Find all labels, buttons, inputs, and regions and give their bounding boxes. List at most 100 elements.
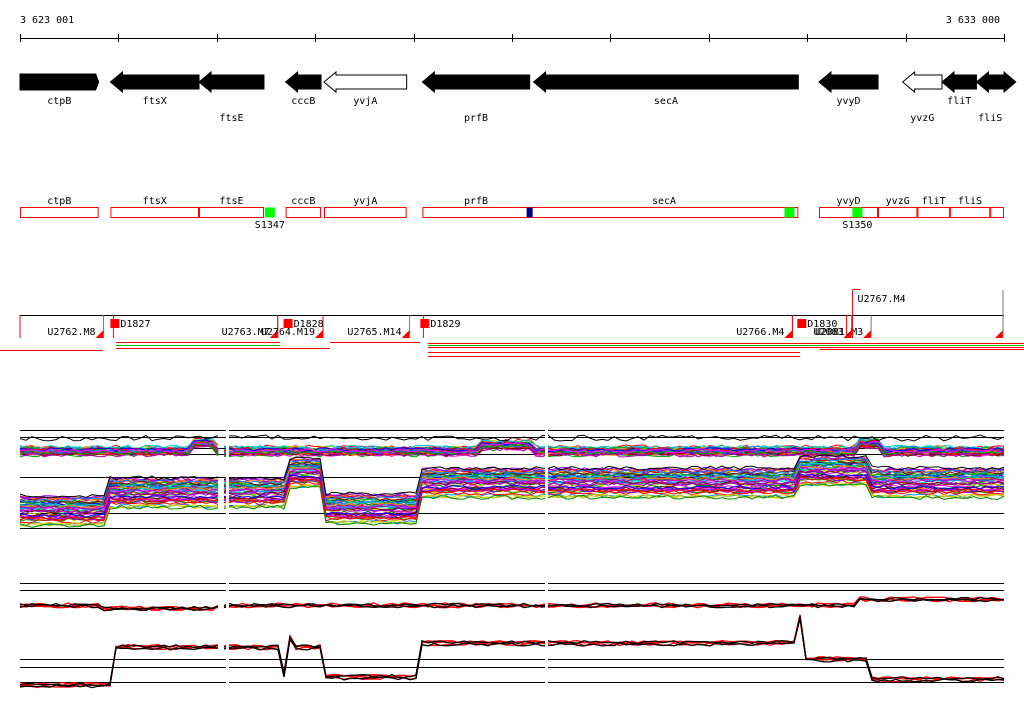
gene-arrow-yvjA[interactable] (323, 70, 408, 94)
profile-gap (226, 425, 229, 540)
profile-line (19, 473, 1005, 518)
gene-box-ftsE[interactable] (199, 207, 264, 218)
profile-line (19, 440, 1005, 454)
ruler-start-label: 3 623 001 (20, 15, 74, 26)
unit-label-U2081.M3: U2081.M3 (815, 327, 863, 338)
gene-box-label-cccB: cccB (291, 196, 315, 207)
profile-gap (545, 425, 548, 540)
unit-label-U2766.M4: U2766.M4 (736, 327, 784, 338)
gene-arrow-yvyD[interactable] (818, 70, 879, 94)
profile-gap (226, 578, 229, 693)
profile-line (19, 468, 1005, 514)
profile-line (19, 466, 1005, 511)
regulatory-site-marker[interactable] (526, 207, 533, 218)
unit-terminator-mark[interactable] (95, 330, 104, 338)
unit-label-U2765.M14: U2765.M14 (347, 327, 401, 338)
profile-line-max (19, 454, 1005, 499)
gene-box-partial[interactable] (990, 207, 1004, 218)
unit-terminator-mark[interactable] (269, 330, 278, 338)
gene-arrow-ctpB[interactable] (19, 73, 100, 91)
unit-terminator-mark[interactable] (995, 330, 1003, 338)
unit-terminator-mark[interactable] (784, 330, 793, 338)
gene-box-label-ctpB: ctpB (47, 196, 71, 207)
gene-arrow-secA[interactable] (532, 70, 799, 94)
gene-box-fliT[interactable] (917, 207, 950, 218)
promoter-label-D1829: D1829 (430, 319, 460, 330)
unit-terminator-mark[interactable] (315, 330, 324, 338)
site-label-S1350: S1350 (842, 220, 872, 231)
gene-arrow-fliT[interactable] (941, 70, 977, 94)
gene-label-yvzG: yvzG (910, 113, 934, 124)
profile-line (19, 614, 1005, 687)
promoter-label-D1828: D1828 (294, 319, 324, 330)
profile-line (19, 479, 1005, 524)
gene-label-yvjA: yvjA (353, 96, 377, 107)
ruler-track: 3 623 001 3 633 000 (20, 15, 1005, 42)
profile-line (19, 615, 1005, 687)
gene-box-secA[interactable] (529, 207, 799, 218)
gene-label-ftsX: ftsX (143, 96, 167, 107)
promoter-marker[interactable] (110, 319, 120, 328)
gene-label-ftsE: ftsE (219, 113, 243, 124)
unit-terminator-mark[interactable] (401, 330, 410, 338)
promoter-label-D1830: D1830 (807, 319, 837, 330)
gene-box-yvjA[interactable] (323, 207, 407, 218)
promoter-label-D1827: D1827 (120, 319, 150, 330)
gene-box-ftsX[interactable] (110, 207, 200, 218)
gene-arrow-ftsE[interactable] (198, 70, 265, 94)
gene-box-label-yvjA: yvjA (353, 196, 377, 207)
gene-box-ctpB[interactable] (20, 207, 99, 218)
profile-line (19, 469, 1005, 515)
gene-box-yvyD[interactable] (818, 207, 879, 218)
promoter-marker[interactable] (797, 319, 807, 328)
gene-label-cccB: cccB (291, 96, 315, 107)
profile-line (19, 616, 1005, 687)
gene-box-label-ftsE: ftsE (219, 196, 243, 207)
gene-box-cccB[interactable] (285, 207, 322, 218)
gene-label-fliS: fliS (978, 113, 1002, 124)
gene-box-yvzG[interactable] (878, 207, 918, 218)
expression-profile-track-all (19, 425, 1005, 540)
gene-box-fliS[interactable] (949, 207, 991, 218)
ruler-axis (20, 34, 1005, 42)
gene-label-prfB: prfB (464, 113, 488, 124)
unit-label-U2762.M8: U2762.M8 (47, 327, 95, 338)
profile-line-max (19, 434, 1005, 442)
gene-arrow-ftsX[interactable] (109, 70, 200, 94)
unit-label-U2764.M19: U2764.M19 (261, 327, 315, 338)
unit-terminator-mark[interactable] (863, 330, 872, 338)
unit-terminator-mark[interactable] (843, 330, 852, 338)
profile-gap (545, 578, 548, 693)
unit-label-U2763.M7: U2763.M7 (222, 327, 270, 338)
gene-arrow-fliS[interactable] (975, 70, 1005, 94)
gene-label-secA: secA (654, 96, 678, 107)
regulatory-site-marker[interactable] (852, 207, 863, 218)
gene-box-prfB[interactable] (422, 207, 530, 218)
profile-line (19, 457, 1005, 503)
gene-arrow-cccB[interactable] (284, 70, 322, 94)
unit-label-U2767.M4: U2767.M4 (857, 294, 905, 305)
profile-line (19, 618, 1005, 689)
gene-box-track[interactable]: ctpB ftsX ftsE cccB yvjA prfB secA yvyD yvzG fliT… (20, 196, 1004, 231)
regulatory-site-marker[interactable] (264, 207, 275, 218)
gene-label-yvyD: yvyD (836, 96, 860, 107)
gene-box-label-ftsX: ftsX (143, 196, 167, 207)
gene-arrow-yvzG[interactable] (901, 70, 943, 94)
profile-line (19, 617, 1005, 689)
profile-line (19, 466, 1005, 511)
gene-track[interactable]: ctpB ftsX ftsE cccB yvjA prfB secA yvyD yvzG fliT… (19, 70, 1017, 124)
gene-arrow-prfB[interactable] (421, 70, 531, 94)
profile-line (19, 598, 1005, 612)
gene-box-label-prfB: prfB (464, 196, 488, 207)
gene-arrow-partial[interactable] (1003, 70, 1017, 94)
profile-line (19, 483, 1005, 528)
promoter-marker[interactable] (420, 319, 430, 328)
regulatory-site-marker[interactable] (784, 207, 795, 218)
expression-profile-track-selected (19, 578, 1005, 693)
promoter-marker[interactable] (283, 319, 293, 328)
unit-label-U2083: U2083 (813, 327, 843, 338)
gene-box-label-fliS: fliS (958, 196, 982, 207)
profile-line (19, 442, 1005, 455)
